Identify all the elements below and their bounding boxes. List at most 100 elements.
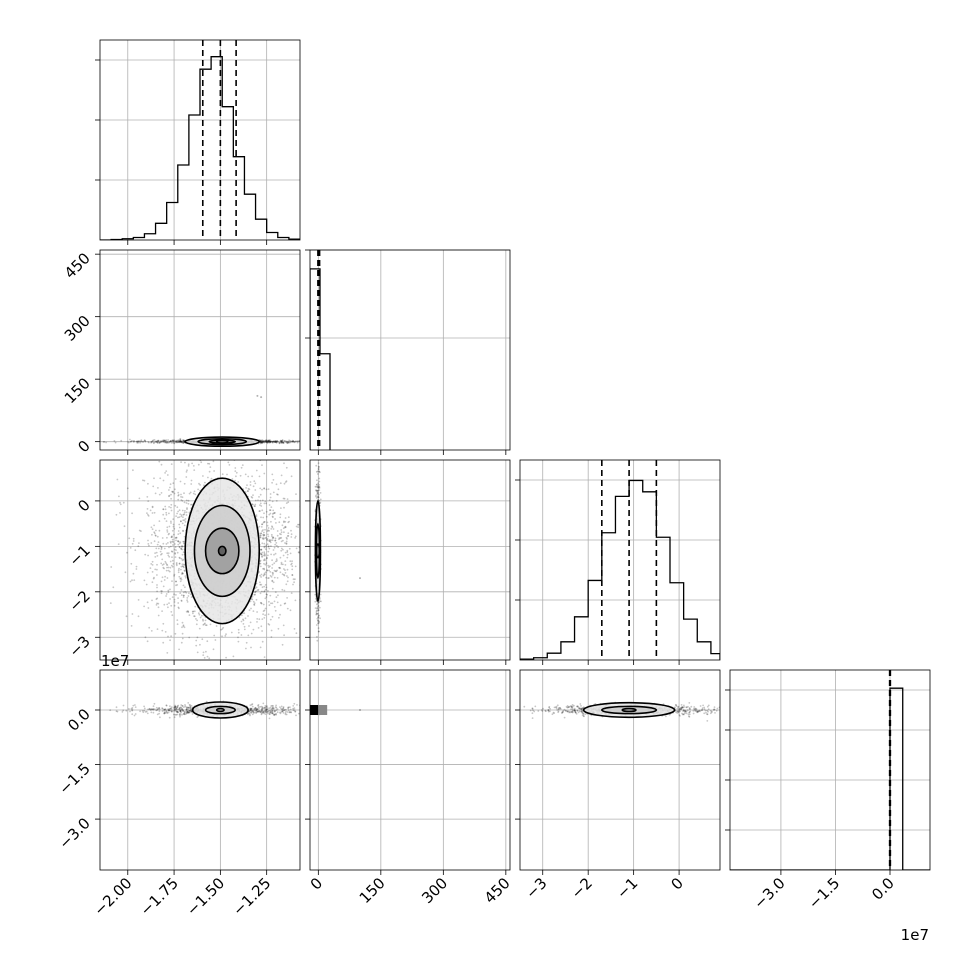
sample-point bbox=[109, 709, 112, 712]
sample-point bbox=[289, 439, 292, 442]
sample-point bbox=[225, 633, 227, 636]
sample-point bbox=[251, 710, 254, 713]
sample-point bbox=[253, 708, 255, 710]
pair-content bbox=[100, 452, 303, 663]
sample-point bbox=[170, 604, 173, 607]
sample-point bbox=[193, 610, 196, 613]
sample-point bbox=[161, 439, 164, 442]
sample-point bbox=[180, 577, 182, 579]
sample-point bbox=[135, 565, 138, 568]
sample-point bbox=[252, 503, 254, 506]
sample-point bbox=[188, 711, 190, 714]
sample-point bbox=[274, 706, 277, 708]
sample-point bbox=[262, 521, 265, 524]
sample-point bbox=[284, 564, 287, 566]
sample-point bbox=[263, 441, 265, 444]
sample-point bbox=[125, 709, 128, 712]
sample-point bbox=[170, 463, 173, 465]
sample-point bbox=[187, 711, 190, 714]
sample-point bbox=[259, 562, 262, 565]
sample-point bbox=[308, 440, 310, 442]
sample-point bbox=[181, 704, 184, 707]
sample-point bbox=[290, 440, 293, 443]
sample-point bbox=[282, 706, 285, 708]
sample-point bbox=[272, 708, 275, 710]
sample-point bbox=[289, 708, 292, 711]
sample-point bbox=[261, 441, 264, 443]
sample-point bbox=[122, 501, 125, 504]
sample-point bbox=[146, 601, 149, 604]
sample-point bbox=[291, 574, 294, 576]
sample-point bbox=[283, 497, 286, 500]
sample-point bbox=[173, 548, 176, 551]
sample-point bbox=[254, 505, 256, 508]
sample-point bbox=[199, 484, 202, 486]
sample-point bbox=[183, 513, 186, 516]
sample-point bbox=[264, 706, 266, 709]
sample-point bbox=[168, 525, 171, 528]
sample-point bbox=[151, 564, 154, 566]
sample-point bbox=[290, 711, 292, 714]
sample-point bbox=[166, 566, 168, 569]
sample-point bbox=[147, 513, 149, 516]
sample-point bbox=[292, 705, 295, 707]
sample-point bbox=[272, 440, 275, 443]
sample-point bbox=[271, 574, 274, 576]
sample-point bbox=[143, 439, 146, 442]
sample-point bbox=[316, 612, 319, 615]
sample-point bbox=[159, 716, 161, 719]
sample-point bbox=[287, 441, 289, 444]
sample-point bbox=[171, 614, 174, 617]
sample-point bbox=[194, 605, 197, 608]
sample-point bbox=[317, 482, 319, 485]
sample-point bbox=[274, 552, 277, 555]
sample-point bbox=[147, 515, 150, 517]
sample-point bbox=[285, 441, 288, 443]
pair-panel-1-0 bbox=[99, 249, 310, 451]
sample-point bbox=[131, 512, 134, 515]
sample-point bbox=[175, 594, 177, 596]
sample-point bbox=[264, 500, 267, 503]
sample-point bbox=[271, 567, 273, 569]
sample-point bbox=[301, 541, 303, 543]
sample-point bbox=[182, 709, 184, 712]
sample-point bbox=[227, 452, 229, 454]
sample-point bbox=[181, 441, 184, 443]
sample-point bbox=[253, 602, 256, 604]
sample-point bbox=[102, 441, 105, 443]
sample-point bbox=[158, 712, 161, 715]
sample-point bbox=[261, 640, 264, 643]
sample-point bbox=[178, 562, 181, 565]
sample-point bbox=[272, 572, 274, 575]
sample-point bbox=[261, 523, 264, 526]
sample-point bbox=[186, 711, 189, 714]
sample-point bbox=[245, 641, 248, 644]
sample-point bbox=[151, 560, 154, 563]
sample-point bbox=[270, 708, 273, 711]
sample-point bbox=[182, 439, 184, 441]
sample-point bbox=[151, 571, 154, 573]
sample-point bbox=[155, 706, 158, 709]
sample-point bbox=[317, 496, 320, 498]
sample-point bbox=[178, 439, 181, 442]
sample-point bbox=[264, 584, 267, 586]
sample-point bbox=[260, 440, 263, 443]
sample-point bbox=[182, 516, 184, 519]
sample-point bbox=[213, 634, 216, 637]
sample-point bbox=[181, 705, 184, 707]
sample-point bbox=[260, 709, 263, 712]
sample-point bbox=[263, 521, 266, 523]
sample-point bbox=[129, 710, 131, 713]
sample-point bbox=[269, 439, 271, 441]
sample-point bbox=[251, 661, 253, 663]
sample-point bbox=[261, 630, 263, 632]
sample-point bbox=[173, 439, 176, 442]
sample-point bbox=[271, 525, 273, 528]
sample-point bbox=[204, 622, 206, 625]
sample-point bbox=[165, 452, 167, 454]
sample-point bbox=[285, 540, 288, 543]
sample-point bbox=[171, 580, 173, 582]
sample-point bbox=[286, 549, 289, 552]
sample-point bbox=[275, 440, 277, 443]
sample-point bbox=[165, 511, 168, 514]
